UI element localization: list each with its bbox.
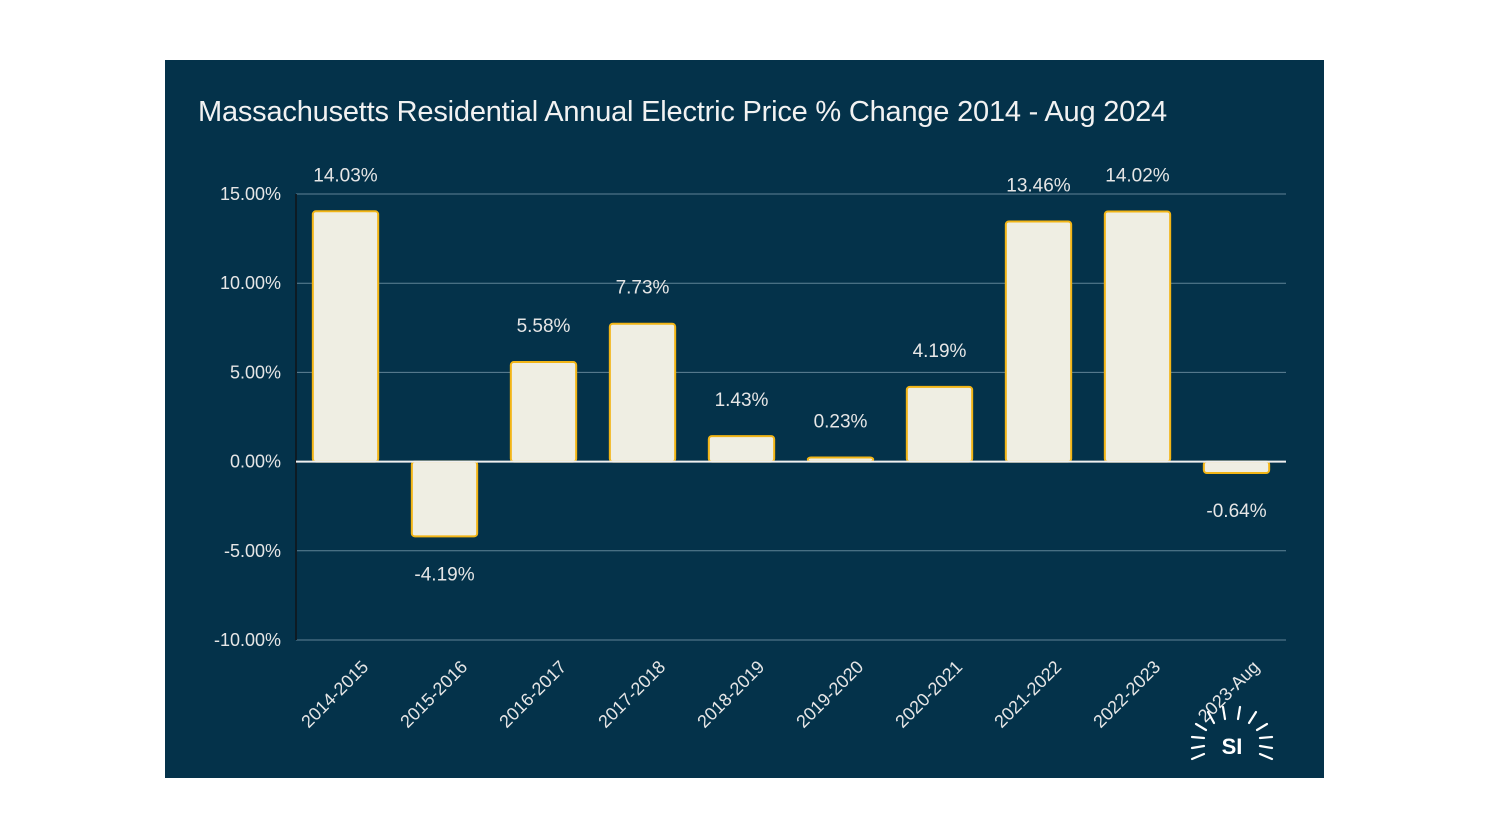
sun-burst-icon	[1190, 705, 1274, 761]
data-label: 14.02%	[1105, 165, 1170, 186]
bar	[905, 385, 974, 463]
bar	[1004, 220, 1073, 463]
bar	[608, 322, 677, 463]
bars	[311, 210, 1271, 538]
data-label: 4.19%	[913, 341, 967, 362]
x-tick-label: 2022-2023	[1089, 657, 1164, 732]
data-label: 7.73%	[616, 278, 670, 299]
y-tick-label: 10.00%	[220, 273, 281, 293]
chart-panel: Massachusetts Residential Annual Electri…	[165, 60, 1324, 778]
y-tick-label: 0.00%	[230, 452, 281, 472]
x-tick-label: 2021-2022	[990, 657, 1065, 732]
x-tick-label: 2016-2017	[495, 657, 570, 732]
y-tick-label: 15.00%	[220, 184, 281, 204]
x-tick-label: 2015-2016	[396, 657, 471, 732]
data-label: 1.43%	[715, 390, 769, 411]
x-tick-label: 2019-2020	[792, 657, 867, 732]
x-tick-label: 2017-2018	[594, 657, 669, 732]
data-label: -0.64%	[1206, 501, 1266, 522]
data-label: -4.19%	[414, 564, 474, 585]
data-label: 13.46%	[1006, 175, 1071, 196]
chart-title: Massachusetts Residential Annual Electri…	[198, 96, 1167, 128]
bar	[1202, 460, 1271, 475]
bar	[509, 361, 578, 463]
bar	[1103, 210, 1172, 463]
bar	[410, 460, 479, 538]
si-logo: SI	[1190, 705, 1274, 761]
x-tick-label: 2018-2019	[693, 657, 768, 732]
y-tick-label: -5.00%	[224, 541, 281, 561]
data-labels: 14.03% -4.19% 5.58% 7.73% 1.43% 0.23% 4.19% 13.…	[313, 165, 1266, 585]
x-tick-label: 2020-2021	[891, 657, 966, 732]
bar	[311, 210, 380, 463]
bar-chart: 14.03% -4.19% 5.58% 7.73% 1.43% 0.23% 4.19% 13.…	[214, 165, 1286, 761]
x-tick-label: 2014-2015	[297, 657, 372, 732]
y-tick-label: 5.00%	[230, 362, 281, 382]
data-label: 5.58%	[517, 316, 571, 337]
y-tick-label: -10.00%	[214, 630, 281, 650]
data-label: 14.03%	[313, 165, 378, 186]
logo-text: SI	[1222, 734, 1243, 759]
bar	[707, 435, 776, 463]
data-label: 0.23%	[814, 411, 868, 432]
